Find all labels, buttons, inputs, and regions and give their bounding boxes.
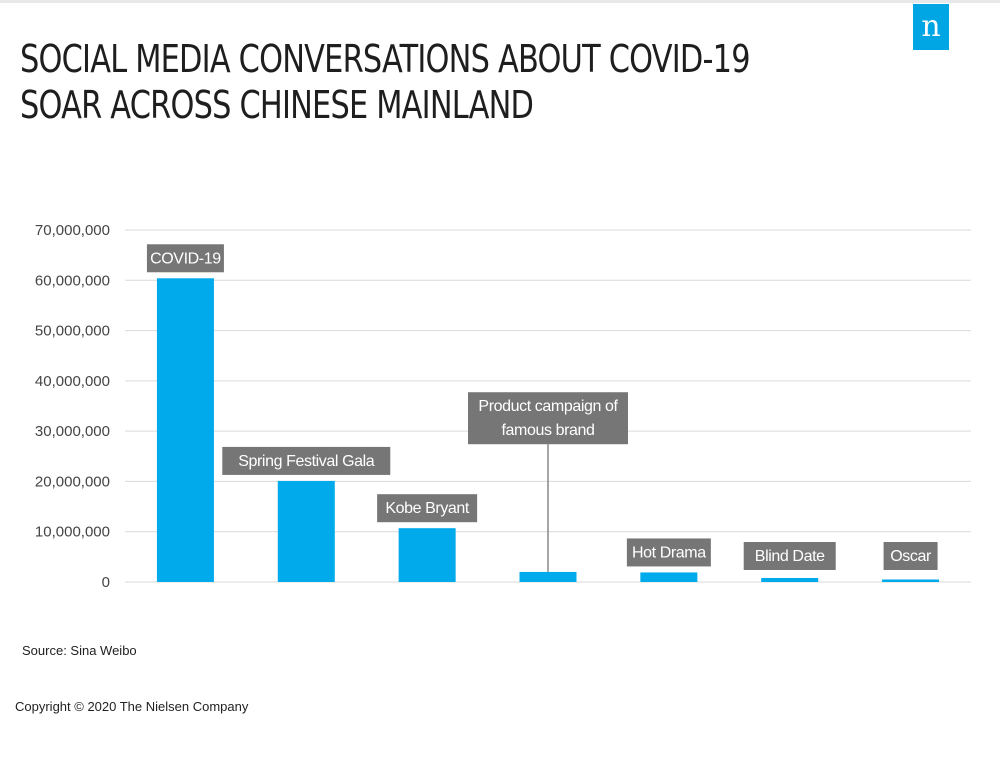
top-rule xyxy=(0,0,1000,3)
y-tick-label: 40,000,000 xyxy=(35,373,110,390)
bar xyxy=(640,572,698,582)
data-label: famous brand xyxy=(501,422,594,439)
bar xyxy=(156,278,214,582)
data-label-box xyxy=(626,538,711,567)
y-tick-label: 10,000,000 xyxy=(35,524,110,541)
source-note: Source: Sina Weibo xyxy=(22,643,137,658)
data-label-box xyxy=(743,542,836,570)
bar xyxy=(519,571,577,582)
data-label-box xyxy=(222,446,391,475)
chart-title: SOCIAL MEDIA CONVERSATIONS ABOUT COVID-1… xyxy=(20,36,751,128)
data-label: Product campaign of xyxy=(478,398,618,415)
nielsen-logo: n xyxy=(913,4,949,50)
data-label-box xyxy=(468,392,628,445)
bar-chart: 0 10,000,000 20,000,000 30,000,000 40,000,00… xyxy=(35,222,971,591)
data-label: COVID-19 xyxy=(150,250,221,267)
y-tick-label: 70,000,000 xyxy=(35,222,110,239)
data-label-box xyxy=(146,244,224,273)
y-tick-label: 30,000,000 xyxy=(35,423,110,440)
chart-title-line-2: SOAR ACROSS CHINESE MAINLAND xyxy=(20,83,534,127)
data-label-box xyxy=(377,494,478,523)
y-tick-label: 50,000,000 xyxy=(35,323,110,340)
data-label: Spring Festival Gala xyxy=(238,453,375,470)
data-label: Kobe Bryant xyxy=(385,500,470,517)
y-tick-label: 60,000,000 xyxy=(35,272,110,289)
bar xyxy=(398,528,456,582)
chart-title-line-1: SOCIAL MEDIA CONVERSATIONS ABOUT COVID-1… xyxy=(20,37,751,81)
bar xyxy=(882,579,940,582)
data-label-box xyxy=(883,542,938,570)
y-tick-label: 20,000,000 xyxy=(35,473,110,490)
data-label: Oscar xyxy=(890,548,932,565)
copyright-note: Copyright © 2020 The Nielsen Company xyxy=(15,699,249,714)
bar xyxy=(761,577,819,582)
data-label: Hot Drama xyxy=(632,544,706,561)
y-tick-label: 0 xyxy=(102,574,110,591)
data-label: Blind Date xyxy=(755,548,825,565)
bar xyxy=(277,480,335,582)
